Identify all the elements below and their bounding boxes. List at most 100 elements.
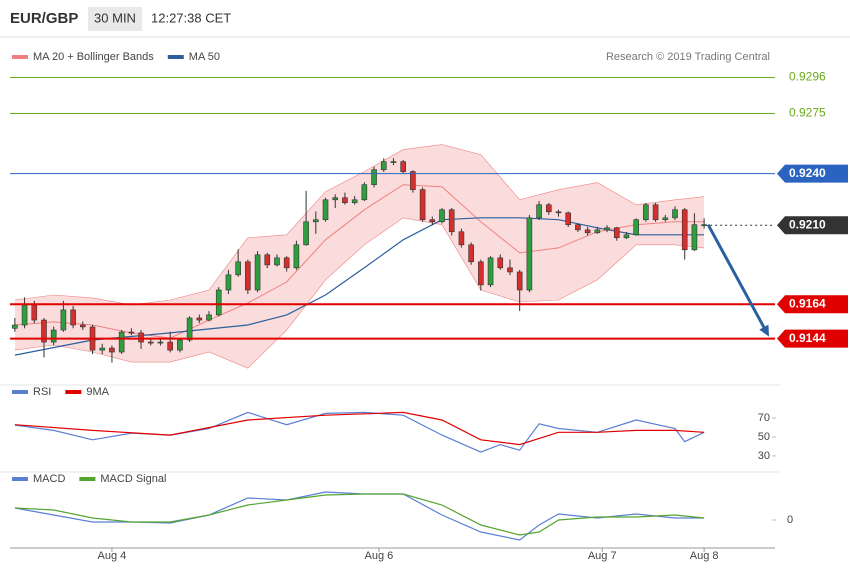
candle-body xyxy=(31,304,38,321)
timeframe: 30 MIN xyxy=(94,10,136,25)
candle-body xyxy=(390,161,397,163)
candle-body xyxy=(623,234,630,239)
forecast-arrowhead xyxy=(759,324,769,337)
candle-body xyxy=(546,204,552,213)
candle-body xyxy=(235,261,241,276)
candle-body xyxy=(594,229,601,234)
legend-swatch xyxy=(12,477,28,481)
candle-body xyxy=(138,332,144,343)
legend-swatch xyxy=(12,55,28,59)
candle-body xyxy=(351,199,358,204)
timeframe-box xyxy=(88,7,142,31)
legend-label: MA 20 + Bollinger Bands xyxy=(33,51,154,63)
candle-body xyxy=(458,231,465,246)
candle-body xyxy=(332,197,339,201)
level-label-box xyxy=(777,216,848,235)
level-label-box xyxy=(777,329,848,348)
level-label-box xyxy=(777,164,848,183)
level-label: 0.9240 xyxy=(789,166,826,180)
y-tick-label: 50 xyxy=(758,431,770,443)
candle-body xyxy=(128,331,135,334)
y-tick-label: 0 xyxy=(787,514,793,526)
legend-swatch xyxy=(79,477,96,481)
x-tick-label: Aug 4 xyxy=(98,550,127,562)
candle-body xyxy=(186,317,193,341)
candle-body xyxy=(507,267,513,273)
candle-body xyxy=(167,341,173,351)
candle-body xyxy=(468,244,474,263)
candle-body xyxy=(21,304,28,326)
candle-body xyxy=(99,347,106,351)
candle-body xyxy=(584,229,591,234)
candle-body xyxy=(604,227,610,231)
level-label: 0.9164 xyxy=(789,296,826,310)
candle-body xyxy=(313,219,319,223)
candle-body xyxy=(478,261,484,286)
y-tick-label: 70 xyxy=(758,412,770,424)
candle-body xyxy=(206,314,212,321)
forecast-arrow xyxy=(706,223,767,331)
candle-body xyxy=(177,339,183,351)
candle-body xyxy=(613,227,620,239)
candle-body xyxy=(526,217,533,291)
candle-body xyxy=(516,271,523,291)
candle-body xyxy=(12,324,18,329)
candle-body xyxy=(283,257,290,269)
legend-swatch xyxy=(12,390,28,394)
legend-swatch xyxy=(167,55,184,59)
candle-body xyxy=(41,319,47,343)
level-label: 0.9275 xyxy=(789,106,826,120)
candle-body xyxy=(429,219,436,223)
candle-body xyxy=(80,324,86,328)
candle-body xyxy=(225,274,232,291)
level-label-box xyxy=(777,295,848,314)
candle-body xyxy=(419,189,426,221)
candle-body xyxy=(575,224,581,231)
level-label: 0.9296 xyxy=(789,70,826,84)
candle-body xyxy=(497,257,504,269)
y-tick-label: 30 xyxy=(758,450,770,462)
time: 12:27:38 CET xyxy=(151,10,231,25)
candle-body xyxy=(681,209,688,251)
candle-body xyxy=(245,261,251,291)
candle-body xyxy=(157,341,164,344)
candle-body xyxy=(342,197,348,204)
candle-body xyxy=(633,219,639,236)
legend-label: MA 50 xyxy=(189,51,220,63)
candle-body xyxy=(643,204,649,221)
candle-body xyxy=(50,329,57,343)
candle-body xyxy=(652,204,659,221)
bollinger-lower xyxy=(14,217,705,369)
candle-body xyxy=(322,199,329,221)
candle-body xyxy=(361,184,368,201)
x-tick-label: Aug 8 xyxy=(690,550,719,562)
candle-body xyxy=(565,212,572,226)
candle-body xyxy=(215,289,222,316)
candle-body xyxy=(400,161,406,172)
candle-body xyxy=(691,224,698,251)
candle-body xyxy=(70,309,76,326)
candle-body xyxy=(196,317,203,321)
bollinger-band xyxy=(14,144,705,369)
legend-label: 9MA xyxy=(86,386,109,398)
legend-label: MACD xyxy=(33,473,65,485)
candle-body xyxy=(672,209,678,219)
candle-body xyxy=(264,254,271,266)
level-label: 0.9210 xyxy=(789,217,826,231)
candle-body xyxy=(662,217,669,221)
legend-label: MACD Signal xyxy=(100,473,166,485)
x-tick-label: Aug 6 xyxy=(365,550,394,562)
candle-body xyxy=(487,257,494,286)
candle-body xyxy=(147,341,154,344)
legend-label: RSI xyxy=(33,386,51,398)
candle-body xyxy=(109,347,115,353)
symbol: EUR/GBP xyxy=(10,10,78,27)
candle-body xyxy=(303,221,309,246)
indicator-line xyxy=(14,411,705,446)
candle-body xyxy=(555,211,562,214)
candle-body xyxy=(448,209,455,233)
candle-body xyxy=(371,169,377,185)
candle-body xyxy=(410,171,416,190)
candle-body xyxy=(536,204,542,219)
